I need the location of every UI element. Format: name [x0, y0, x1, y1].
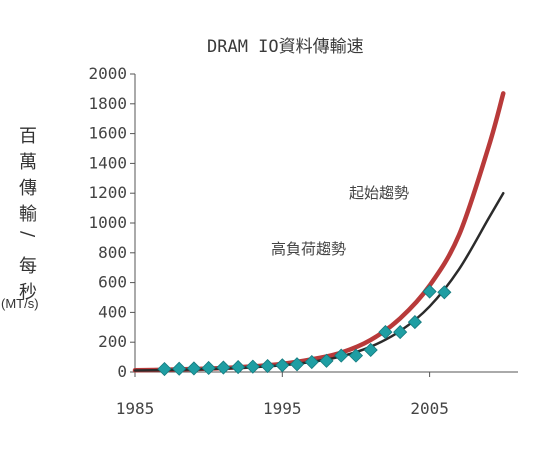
y-tick-label: 1200	[88, 183, 127, 202]
scatter-point	[334, 348, 349, 363]
y-tick-label: 1400	[88, 153, 127, 172]
series-line-initial-trend	[132, 91, 506, 373]
scatter-point	[172, 361, 187, 376]
x-tick-label: 1985	[116, 399, 155, 418]
y-tick-label: 200	[98, 332, 127, 351]
scatter-point	[378, 325, 393, 340]
scatter-point	[348, 348, 364, 363]
y-axis-label-char: 每	[19, 256, 37, 277]
y-axis-label-char: 輸	[19, 204, 37, 225]
y-tick-label: 1600	[88, 124, 127, 143]
x-ticks: 1985 1995 2005	[116, 372, 449, 418]
series-layer	[132, 91, 506, 377]
y-tick-label: 1000	[88, 213, 127, 232]
y-axis-label-char: /	[17, 231, 38, 238]
x-tick-label: 2005	[410, 399, 449, 418]
scatter-point	[363, 342, 378, 358]
annotation-initial-trend: 起始趨勢	[349, 184, 409, 202]
y-tick-label: 1800	[88, 94, 127, 113]
y-tick-label: 800	[98, 243, 127, 262]
scatter-point	[245, 359, 260, 374]
scatter-point	[407, 315, 422, 330]
scatter-point	[437, 285, 452, 300]
scatter-point	[157, 361, 172, 377]
y-axis-label-char: 秒	[19, 282, 37, 303]
scatter-point	[231, 360, 246, 375]
scatter-point	[260, 358, 275, 374]
scatter-point	[201, 360, 216, 376]
y-tick-label: 0	[117, 362, 127, 381]
y-tick-label: 2000	[88, 64, 127, 83]
series-line-high-load-trend	[133, 191, 505, 372]
y-axis-label-char: 百	[19, 126, 37, 147]
scatter-point	[216, 360, 231, 375]
annotation-high-load-trend: 高負荷趨勢	[271, 240, 346, 258]
scatter-point	[319, 353, 334, 368]
scatter-point	[422, 284, 437, 299]
chart-title: DRAM IO資料傳輸速	[207, 37, 364, 57]
y-axis-label-char: 萬	[19, 152, 37, 173]
scatter-point	[275, 358, 290, 373]
scatter-point	[304, 354, 319, 370]
y-tick-label: 400	[98, 302, 127, 321]
scatter-point	[186, 361, 201, 376]
y-ticks: 0 200 400 600 800 1000 1200 1400 1600 1800 2000	[88, 64, 135, 381]
scatter-point	[289, 357, 305, 372]
y-tick-label: 600	[98, 273, 127, 292]
scatter-point	[393, 325, 408, 340]
x-tick-label: 1995	[263, 399, 302, 418]
y-axis-label-char: 傳	[19, 178, 37, 199]
y-axis-unit: (MT/s)	[1, 296, 39, 311]
